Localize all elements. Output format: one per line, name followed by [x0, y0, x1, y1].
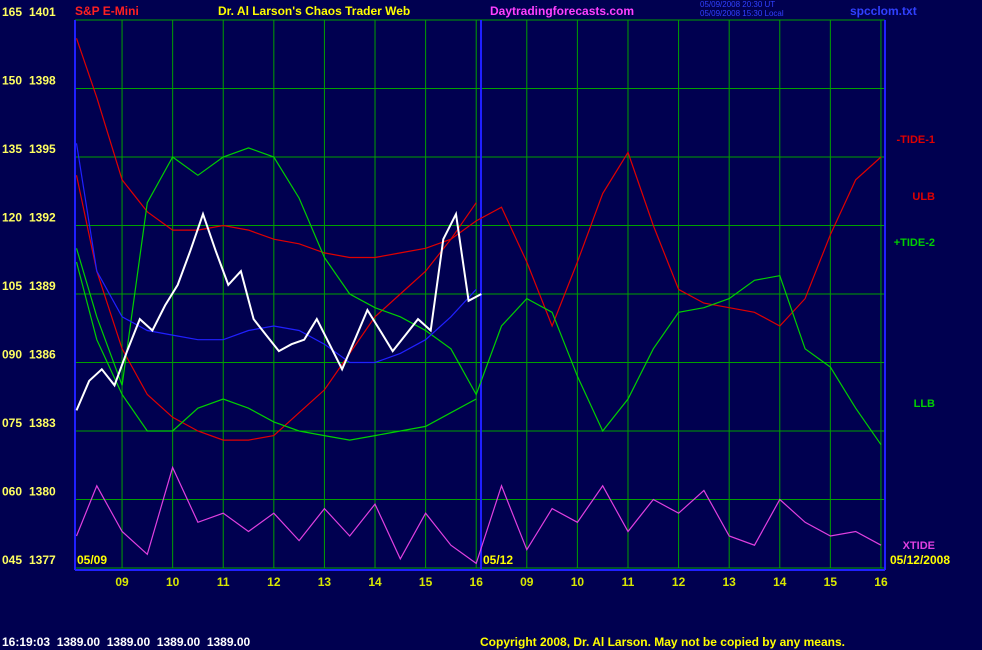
date-label: 05/09 — [77, 553, 107, 567]
timestamp: 05/09/2008 20:30 UT — [700, 0, 775, 9]
x-tick-label: 10 — [166, 575, 180, 589]
file-name: spcclom.txt — [850, 4, 917, 18]
x-tick-label: 16 — [470, 575, 484, 589]
x-tick-label: 14 — [368, 575, 382, 589]
y2-tick-label: 1386 — [29, 348, 56, 362]
x-tick-label: 13 — [318, 575, 332, 589]
timestamp: 05/09/2008 15:30 Local — [700, 9, 784, 18]
y2-tick-label: 1383 — [29, 416, 56, 430]
y-tick-label: 090 — [2, 348, 22, 362]
x-tick-label: 12 — [267, 575, 281, 589]
series-line — [75, 147, 882, 446]
y2-tick-label: 1398 — [29, 74, 56, 88]
y2-tick-label: 1380 — [29, 485, 56, 499]
y2-tick-label: 1392 — [29, 211, 56, 225]
y2-tick-label: 1401 — [29, 5, 56, 19]
x-tick-label: 12 — [672, 575, 686, 589]
y-tick-label: 120 — [2, 211, 22, 225]
series-line — [75, 175, 477, 441]
x-tick-label: 11 — [622, 575, 635, 589]
series-line — [75, 465, 882, 565]
x-tick-label: 11 — [217, 575, 230, 589]
series-label: -TIDE-1 — [897, 134, 936, 146]
series-label: LLB — [914, 398, 935, 410]
series-line — [75, 38, 882, 328]
x-tick-label: 14 — [773, 575, 787, 589]
y2-tick-label: 1377 — [29, 553, 56, 567]
chart-title: Dr. Al Larson's Chaos Trader Web — [218, 4, 410, 18]
instrument: S&P E-Mini — [75, 4, 139, 18]
date-label: 05/12 — [483, 553, 513, 567]
series-label: ULB — [912, 191, 935, 203]
copyright: Copyright 2008, Dr. Al Larson. May not b… — [480, 635, 845, 649]
y-tick-label: 165 — [2, 5, 22, 19]
y-tick-label: 105 — [2, 279, 22, 293]
quote: 16:19:03 1389.00 1389.00 1389.00 1389.00 — [2, 635, 251, 649]
x-tick-label: 15 — [419, 575, 433, 589]
date-label: 05/12/2008 — [890, 553, 950, 567]
x-tick-label: 09 — [115, 575, 129, 589]
series-line — [75, 143, 477, 364]
site: Daytradingforecasts.com — [490, 4, 634, 18]
x-tick-label: 13 — [722, 575, 736, 589]
x-tick-label: 15 — [824, 575, 838, 589]
price-line — [75, 210, 482, 411]
y-tick-label: 135 — [2, 142, 22, 156]
y-tick-label: 075 — [2, 416, 22, 430]
x-tick-label: 09 — [520, 575, 534, 589]
y2-tick-label: 1395 — [29, 142, 56, 156]
y-tick-label: 060 — [2, 485, 22, 499]
series-label: XTIDE — [903, 540, 935, 552]
series-label: +TIDE-2 — [894, 237, 935, 249]
series-line — [75, 261, 477, 441]
x-tick-label: 10 — [571, 575, 585, 589]
y-tick-label: 045 — [2, 553, 22, 567]
y-tick-label: 150 — [2, 74, 22, 88]
y2-tick-label: 1389 — [29, 279, 56, 293]
x-tick-label: 16 — [874, 575, 888, 589]
